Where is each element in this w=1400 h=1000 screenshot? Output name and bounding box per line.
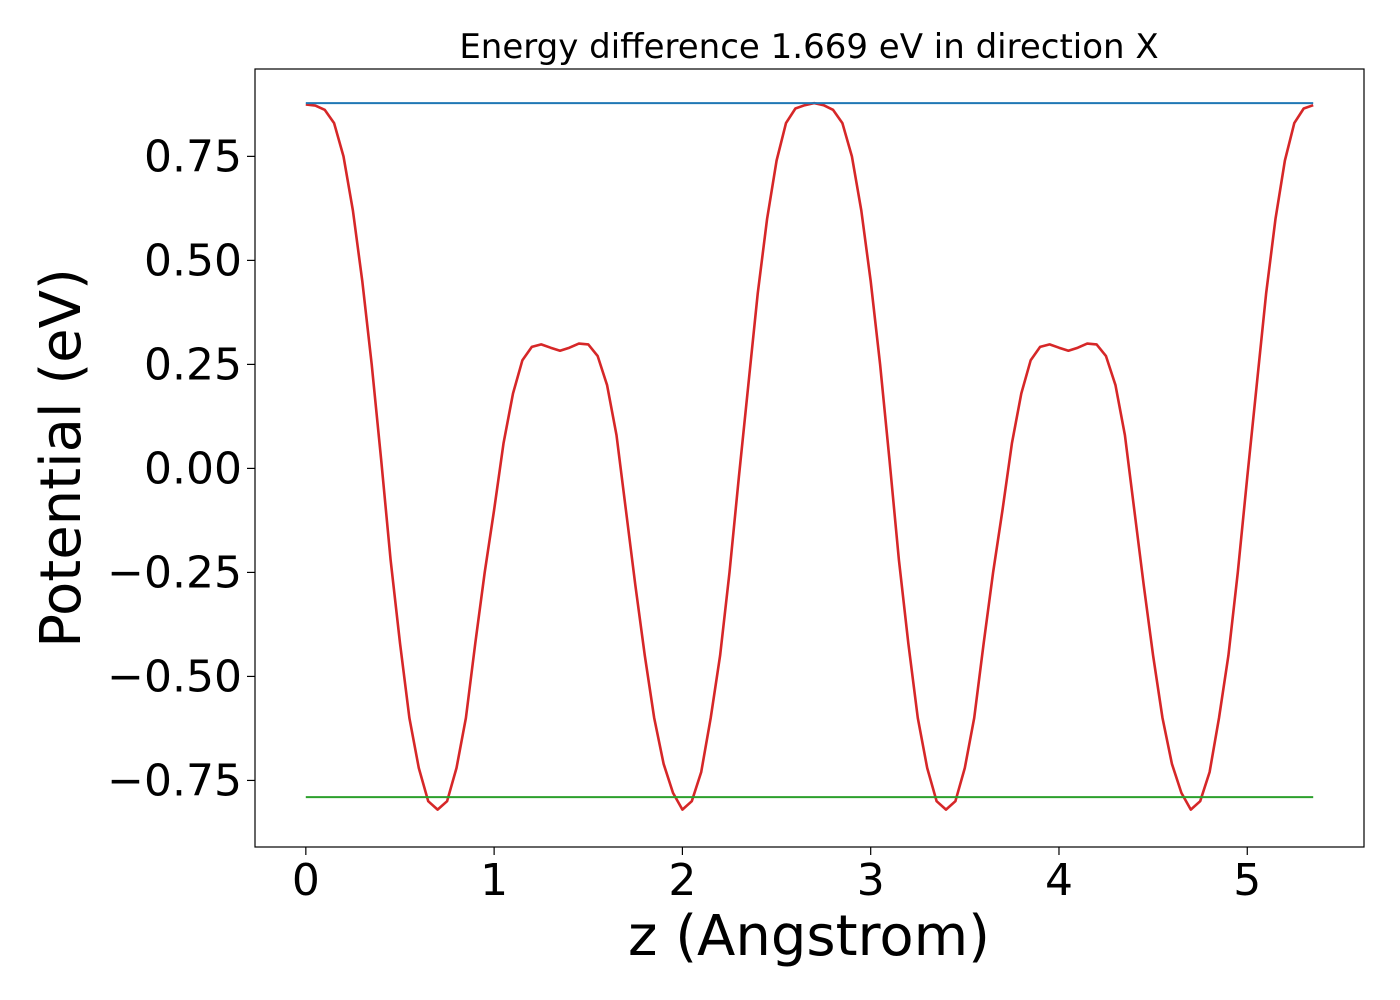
x-tick-label: 1: [480, 855, 508, 906]
y-tick-label: 0.50: [144, 235, 242, 286]
y-tick-label: −0.25: [107, 547, 242, 598]
y-tick-label: 0.75: [144, 131, 242, 182]
chart-title: Energy difference 1.669 eV in direction …: [459, 27, 1158, 67]
y-tick-label: −0.75: [107, 755, 242, 806]
y-axis-label: Potential (eV): [29, 268, 94, 648]
x-axis-label: z (Angstrom): [628, 904, 990, 969]
series-layer: [305, 101, 1314, 811]
x-tick-label: 2: [668, 855, 696, 906]
y-tick-label: −0.50: [107, 651, 242, 702]
y-tick-label: 0.00: [144, 443, 242, 494]
x-tick-label: 4: [1045, 855, 1073, 906]
tick-layer: 0 1 2 3 4 5 0.75 0.50 0.25 0.00 −0.25 −0.50 −0.75: [107, 131, 1261, 906]
series-line-0: [305, 101, 1314, 811]
x-tick-label: 0: [292, 855, 320, 906]
x-tick-label: 3: [857, 855, 885, 906]
y-tick-label: 0.25: [144, 339, 242, 390]
x-tick-label: 5: [1233, 855, 1261, 906]
plot-frame: [254, 68, 1365, 848]
